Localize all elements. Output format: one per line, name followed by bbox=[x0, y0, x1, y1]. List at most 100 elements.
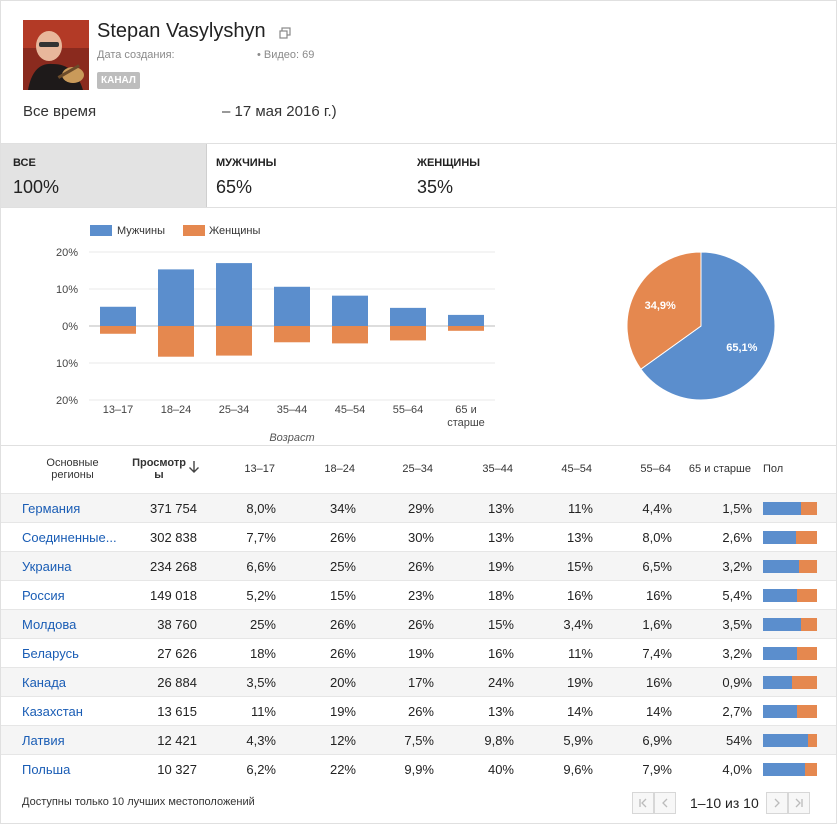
last-page-button[interactable] bbox=[788, 792, 810, 814]
region-link[interactable]: Соединенные... bbox=[22, 530, 117, 545]
first-page-button[interactable] bbox=[632, 792, 654, 814]
gender-bar-male bbox=[763, 763, 806, 776]
age-share-cell: 7,9% bbox=[642, 762, 672, 777]
col-header-age-4[interactable]: 45–54 bbox=[561, 463, 592, 475]
col-header-views[interactable]: Просмотр ы bbox=[128, 457, 190, 481]
age-share-cell: 25% bbox=[249, 617, 276, 632]
gender-bar-female bbox=[792, 676, 817, 689]
x-tick-label: 18–24 bbox=[161, 404, 192, 416]
age-share-cell: 11% bbox=[250, 704, 276, 719]
col-header-region[interactable]: Основные регионы bbox=[46, 457, 99, 481]
channel-avatar bbox=[23, 20, 89, 90]
bar-female-65 и старше bbox=[448, 326, 484, 331]
table-row: Молдова 38 760 25% 26% 26% 15% 3,4% 1,6% 3,5% bbox=[1, 609, 836, 639]
col-header-age-5[interactable]: 55–64 bbox=[640, 463, 671, 475]
y-tick-label: 10% bbox=[56, 358, 78, 370]
gender-split-bar bbox=[763, 647, 817, 660]
gender-bar-female bbox=[805, 763, 817, 776]
external-link-icon[interactable] bbox=[279, 26, 291, 39]
views-cell: 38 760 bbox=[157, 617, 197, 632]
pie-label: 34,9% bbox=[645, 300, 676, 312]
region-link[interactable]: Беларусь bbox=[22, 646, 79, 661]
bar-male-13–17 bbox=[100, 306, 136, 326]
age-share-cell: 13% bbox=[487, 704, 514, 719]
region-link[interactable]: Казахстан bbox=[22, 704, 83, 719]
age-share-cell: 19% bbox=[407, 646, 434, 661]
age-share-cell: 6,2% bbox=[246, 762, 276, 777]
tab-all[interactable]: ВСЕ 100% bbox=[1, 144, 207, 207]
legend-swatch-male bbox=[90, 225, 112, 236]
col-header-age-3[interactable]: 35–44 bbox=[482, 463, 513, 475]
region-link[interactable]: Молдова bbox=[22, 617, 77, 632]
age-share-cell: 26% bbox=[329, 617, 356, 632]
x-tick-label: 65 и bbox=[455, 404, 476, 416]
region-link[interactable]: Германия bbox=[22, 501, 81, 516]
region-link[interactable]: Польша bbox=[22, 762, 71, 777]
gender-bar-male bbox=[763, 618, 801, 631]
pagination-status: 1–10 из 10 bbox=[690, 795, 759, 811]
next-page-button[interactable] bbox=[766, 792, 788, 814]
age-share-cell: 16% bbox=[566, 588, 593, 603]
period-range: – 17 мая 2016 г.) bbox=[222, 103, 337, 120]
views-cell: 149 018 bbox=[150, 588, 197, 603]
bar-female-13–17 bbox=[100, 326, 136, 334]
created-date-label: Дата создания: bbox=[97, 49, 175, 61]
gender-bar-female bbox=[797, 589, 817, 602]
first-page-icon bbox=[639, 798, 647, 808]
age-share-cell: 26% bbox=[329, 646, 356, 661]
video-count: • Видео: 69 bbox=[257, 49, 315, 61]
age-share-cell: 19% bbox=[329, 704, 356, 719]
channel-name[interactable]: Stepan Vasylyshyn bbox=[97, 20, 266, 42]
age-share-cell: 13% bbox=[487, 501, 514, 516]
tab-value: 35% bbox=[417, 177, 454, 197]
age-share-cell: 8,0% bbox=[642, 530, 672, 545]
age-share-cell: 6,5% bbox=[642, 559, 672, 574]
gender-bar-male bbox=[763, 531, 797, 544]
x-axis-label: Возраст bbox=[269, 432, 314, 444]
table-row: Германия 371 754 8,0% 34% 29% 13% 11% 4,4% 1,5% bbox=[1, 493, 836, 523]
age-share-cell: 3,2% bbox=[722, 646, 752, 661]
age-share-cell: 3,5% bbox=[246, 675, 276, 690]
legend-label-female: Женщины bbox=[209, 225, 260, 237]
age-share-cell: 3,2% bbox=[722, 559, 752, 574]
col-header-age-0[interactable]: 13–17 bbox=[244, 463, 275, 475]
col-header-age-6[interactable]: 65 и старше bbox=[688, 463, 751, 475]
gender-bar-female bbox=[797, 647, 817, 660]
col-header-gender[interactable]: Пол bbox=[763, 463, 784, 475]
age-share-cell: 17% bbox=[407, 675, 434, 690]
bar-male-65 и старше bbox=[448, 314, 484, 326]
prev-page-button[interactable] bbox=[654, 792, 676, 814]
table-row: Украина 234 268 6,6% 25% 26% 19% 15% 6,5% 3,2% bbox=[1, 551, 836, 581]
age-share-cell: 2,6% bbox=[722, 530, 752, 545]
gender-split-bar bbox=[763, 531, 817, 544]
col-header-age-2[interactable]: 25–34 bbox=[402, 463, 433, 475]
table-row: Канада 26 884 3,5% 20% 17% 24% 19% 16% 0,9% bbox=[1, 667, 836, 697]
tab-female[interactable]: ЖЕНЩИНЫ 35% bbox=[405, 144, 607, 207]
table-row: Казахстан 13 615 11% 19% 26% 13% 14% 14% 2,7% bbox=[1, 696, 836, 726]
bar-male-45–54 bbox=[332, 295, 368, 326]
region-link[interactable]: Латвия bbox=[22, 733, 65, 748]
legend-label-male: Мужчины bbox=[117, 225, 165, 237]
age-share-cell: 18% bbox=[249, 646, 276, 661]
gender-bar-male bbox=[763, 734, 808, 747]
sort-desc-icon[interactable] bbox=[188, 460, 200, 474]
col-header-age-1[interactable]: 18–24 bbox=[324, 463, 355, 475]
age-share-cell: 15% bbox=[487, 617, 514, 632]
region-link[interactable]: Канада bbox=[22, 675, 67, 690]
age-share-cell: 24% bbox=[487, 675, 514, 690]
gender-tabs: ВСЕ 100% МУЖЧИНЫ 65% ЖЕНЩИНЫ 35% bbox=[1, 143, 836, 208]
age-share-cell: 18% bbox=[487, 588, 514, 603]
x-tick-label: 13–17 bbox=[103, 404, 134, 416]
gender-bar-female bbox=[800, 618, 817, 631]
age-share-cell: 11% bbox=[567, 646, 593, 661]
tab-male[interactable]: МУЖЧИНЫ 65% bbox=[204, 144, 406, 207]
region-link[interactable]: Россия bbox=[22, 588, 65, 603]
age-share-cell: 7,5% bbox=[404, 733, 434, 748]
region-link[interactable]: Украина bbox=[22, 559, 72, 574]
tab-label: МУЖЧИНЫ bbox=[216, 157, 277, 169]
col-header-views-line2: ы bbox=[154, 469, 164, 481]
age-share-cell: 22% bbox=[329, 762, 356, 777]
age-share-cell: 9,6% bbox=[563, 762, 593, 777]
footer-note: Доступны только 10 лучших местоположений bbox=[22, 796, 255, 808]
pie-label: 65,1% bbox=[726, 342, 757, 354]
